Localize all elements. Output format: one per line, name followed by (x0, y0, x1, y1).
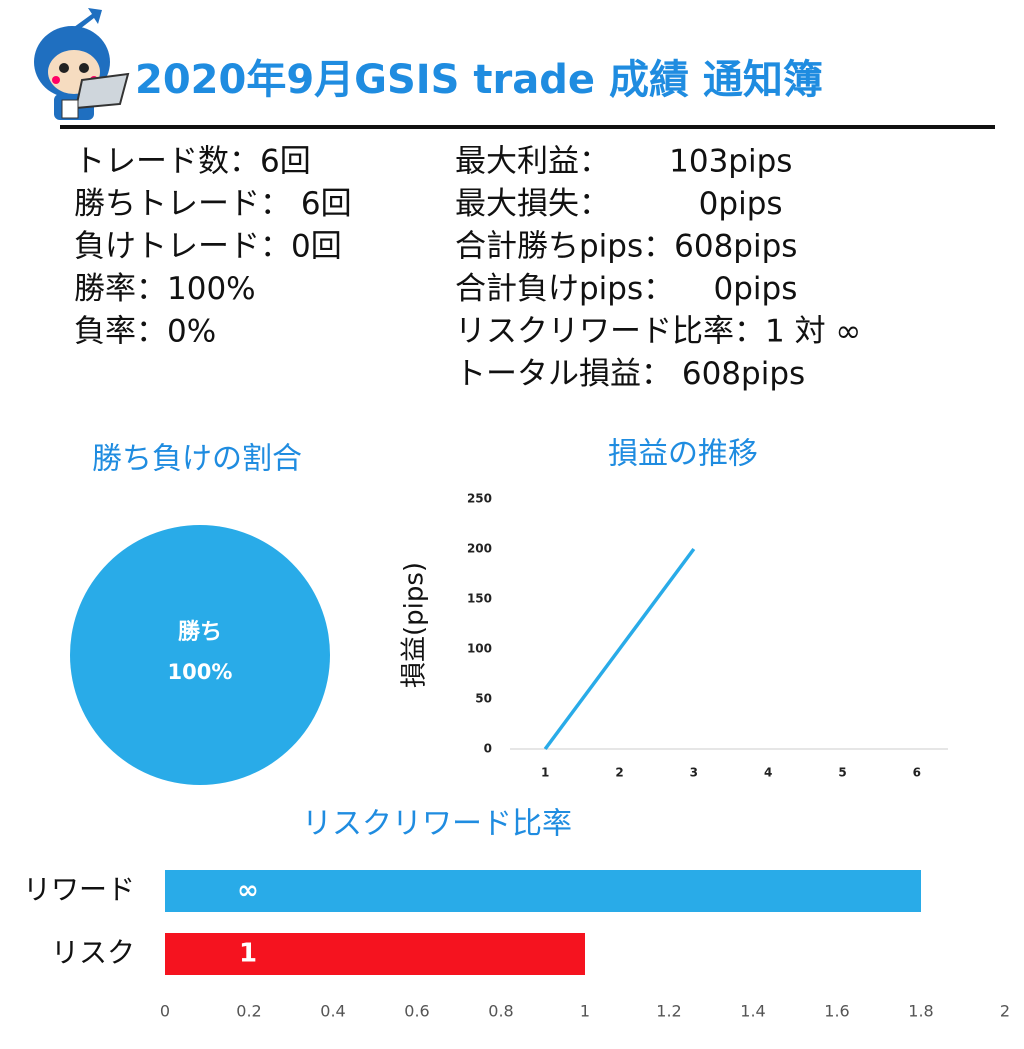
x-tick-label: 0.4 (320, 1002, 345, 1021)
line-series (543, 547, 696, 751)
pie-slice (70, 525, 330, 785)
x-tick-label: 6 (913, 766, 921, 780)
x-tick-label: 0.6 (404, 1002, 429, 1021)
stat-line: リスクリワード比率：1 対 ∞ (455, 314, 861, 350)
x-tick-label: 1 (580, 1002, 590, 1021)
y-tick-label: 150 (467, 592, 492, 606)
stat-line: トレード数：6回 (74, 144, 311, 180)
slice-label: 勝ち (178, 620, 222, 645)
x-tick-label: 0 (160, 1002, 170, 1021)
x-tick-label: 0.8 (488, 1002, 513, 1021)
y-tick-label: 0 (484, 742, 492, 756)
stat-line: 勝率：100% (74, 271, 256, 307)
y-tick-label: 50 (475, 692, 492, 706)
mascot (34, 8, 130, 120)
x-tick-label: 2 (1000, 1002, 1010, 1021)
stat-line: 勝ちトレード： 6回 (74, 186, 352, 222)
chart-title: リスクリワード比率 (302, 807, 572, 842)
bar-value-label: ∞ (237, 876, 259, 906)
x-tick-label: 0.2 (236, 1002, 261, 1021)
y-tick-label: リワード (23, 873, 135, 906)
y-axis-label: 損益(pips) (400, 562, 430, 688)
chart-title: 勝ち負けの割合 (92, 442, 302, 477)
stat-line: 最大利益： 103pips (455, 144, 792, 180)
y-tick-label: リスク (51, 936, 135, 969)
stat-line: 合計負けpips： 0pips (455, 271, 797, 307)
x-tick-label: 5 (838, 766, 846, 780)
bar (165, 870, 921, 912)
x-tick-label: 1.8 (908, 1002, 933, 1021)
x-tick-label: 1 (541, 766, 549, 780)
x-tick-label: 2 (615, 766, 623, 780)
bar (165, 933, 585, 975)
stat-line: 合計勝ちpips：608pips (455, 229, 797, 265)
stat-line: トータル損益： 608pips (455, 356, 805, 392)
x-tick-label: 3 (690, 766, 698, 780)
page-title: 2020年9月GSIS trade 成績 通知簿 (135, 57, 823, 103)
slice-value: 100% (168, 660, 233, 684)
x-tick-label: 1.6 (824, 1002, 849, 1021)
stat-line: 負率：0% (74, 314, 216, 350)
stat-line: 最大損失： 0pips (455, 186, 783, 222)
x-tick-label: 4 (764, 766, 772, 780)
x-tick-label: 1.4 (740, 1002, 765, 1021)
chart-title: 損益の推移 (608, 437, 758, 472)
y-tick-label: 100 (467, 642, 492, 656)
x-tick-label: 1.2 (656, 1002, 681, 1021)
stat-line: 負けトレード：0回 (74, 229, 342, 265)
bar-value-label: 1 (239, 939, 257, 969)
y-tick-label: 250 (467, 492, 492, 506)
y-tick-label: 200 (467, 542, 492, 556)
